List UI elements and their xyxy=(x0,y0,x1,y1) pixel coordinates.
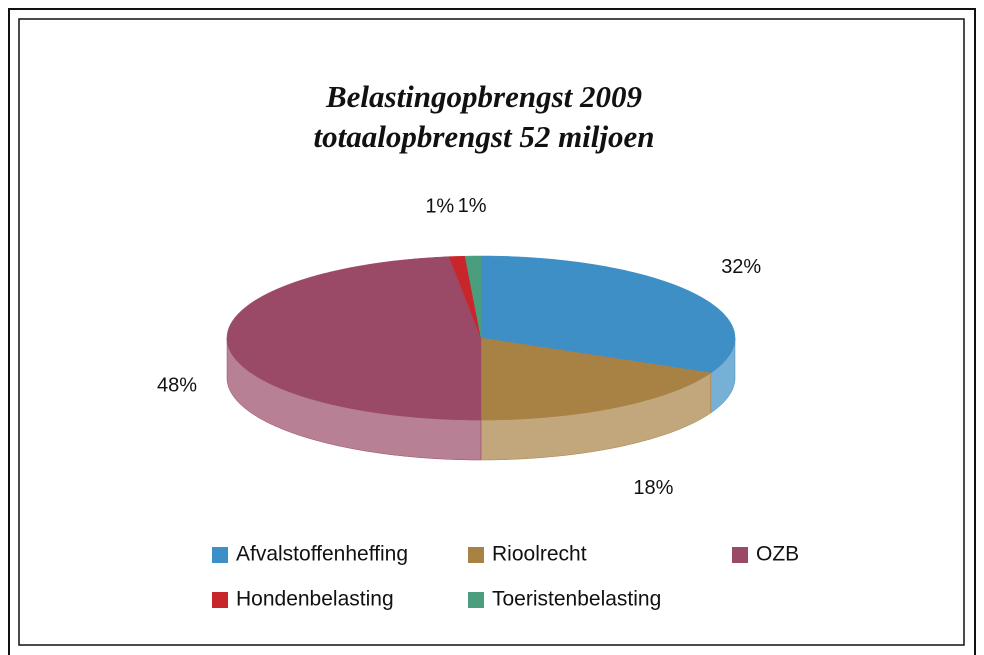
legend-label: Rioolrecht xyxy=(492,543,587,566)
legend-label: Afvalstoffenheffing xyxy=(236,543,408,566)
data-label: 32% xyxy=(721,256,761,278)
slice xyxy=(480,255,736,374)
data-label: 18% xyxy=(633,477,673,499)
outer-frame xyxy=(8,8,976,655)
legend-swatch xyxy=(732,547,748,563)
data-label: 1% xyxy=(425,196,454,218)
legend-swatch xyxy=(468,592,484,608)
legend-label: Hondenbelasting xyxy=(236,588,394,611)
legend-swatch xyxy=(212,592,228,608)
legend-swatch xyxy=(468,547,484,563)
legend-label: OZB xyxy=(756,543,799,566)
slice xyxy=(464,255,482,339)
data-label: 1% xyxy=(458,195,487,217)
data-label: 48% xyxy=(157,375,197,397)
legend-swatch xyxy=(212,547,228,563)
slice xyxy=(226,256,482,421)
slice xyxy=(480,337,712,421)
chart-title: Belastingopbrengst 2009 xyxy=(325,79,642,114)
chart-subtitle: totaalopbrengst 52 miljoen xyxy=(313,119,654,154)
legend-label: Toeristenbelasting xyxy=(492,588,661,611)
